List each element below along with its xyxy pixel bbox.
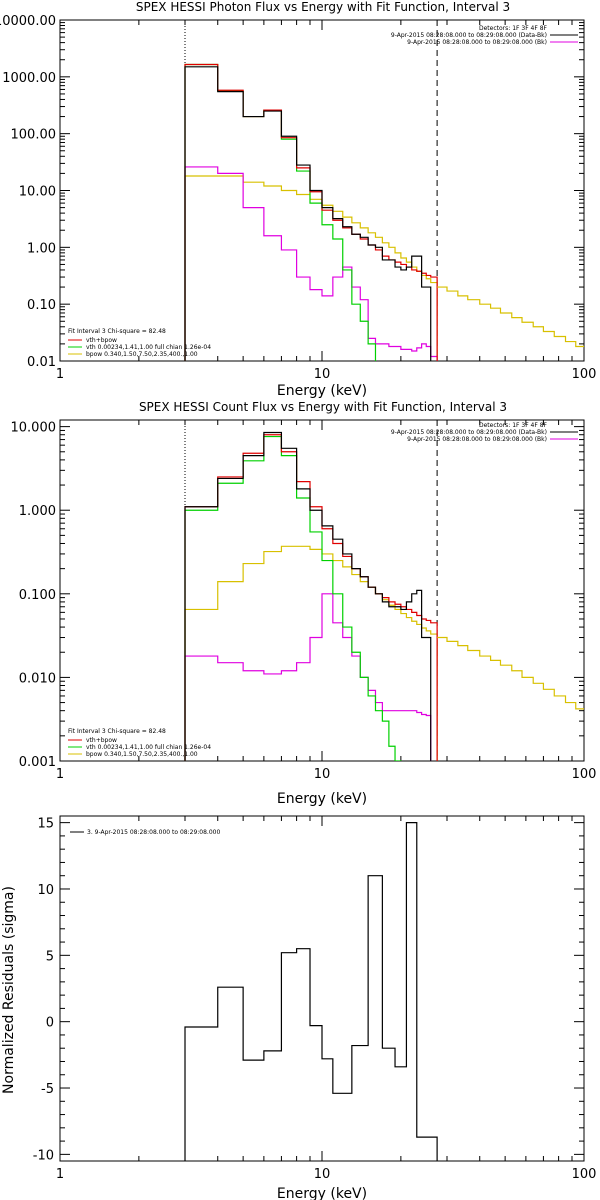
series-bpow-tail bbox=[437, 286, 584, 348]
x-tick-label: 1 bbox=[56, 367, 64, 382]
legend-bottom-left: Fit Interval 3 Chi-square = 82.48 vth+bp… bbox=[68, 328, 211, 358]
series-vth bbox=[184, 63, 438, 361]
legend-fit-total: vth+bpow bbox=[86, 737, 117, 744]
chart-title: SPEX HESSI Count Flux vs Energy with Fit… bbox=[139, 400, 507, 414]
legend-detectors: Detectors: 1F 3F 4F 8F bbox=[479, 25, 548, 32]
y-tick-label: 5 bbox=[46, 949, 54, 964]
legend-vth: vth 0.00234,1.41,1.00 full chian 1.26e-0… bbox=[86, 344, 211, 351]
count-flux-panel: SPEX HESSI Count Flux vs Energy with Fit… bbox=[11, 400, 597, 807]
series-bpow bbox=[184, 545, 438, 761]
series-bpow bbox=[184, 175, 438, 361]
series-background bbox=[184, 593, 438, 761]
y-tick-label: 100.00 bbox=[11, 128, 57, 143]
legend-bk: 9-Apr-2015 08:28:08.000 to 08:29:08.000 … bbox=[407, 39, 547, 46]
series-data bbox=[184, 431, 438, 761]
legend-data-bk: 9-Apr-2015 08:28:08.000 to 08:29:08.000 … bbox=[391, 32, 547, 39]
residuals-panel: 1 10 100 -10 -5 0 5 10 15 Energy (keV) Normalize… bbox=[1, 815, 597, 1200]
y-tick-label: 10 bbox=[37, 883, 54, 898]
plot-area bbox=[184, 822, 438, 1161]
x-axis-label: Energy (keV) bbox=[277, 791, 367, 807]
photon-flux-panel: SPEX HESSI Photon Flux vs Energy with Fi… bbox=[0, 0, 596, 399]
y-tick-label: 1.00 bbox=[27, 241, 56, 256]
x-axis-label: Energy (keV) bbox=[277, 383, 367, 399]
plot-frame bbox=[59, 815, 585, 1162]
y-tick-label: 15 bbox=[37, 817, 54, 832]
legend-vth: vth 0.00234,1.41,1.00 full chian 1.26e-0… bbox=[86, 744, 211, 751]
series-fit-total bbox=[184, 63, 438, 361]
legend-top-right: Detectors: 1F 3F 4F 8F 9-Apr-2015 08:28:… bbox=[391, 422, 578, 443]
series-bpow-tail bbox=[437, 636, 584, 710]
x-tick-label: 1 bbox=[56, 767, 64, 782]
legend-detectors: Detectors: 1F 3F 4F 8F bbox=[479, 422, 548, 429]
plot-area bbox=[184, 20, 584, 361]
x-tick-label: 10 bbox=[314, 367, 331, 382]
legend-fit-header: Fit Interval 3 Chi-square = 82.48 bbox=[68, 328, 166, 335]
series-vth bbox=[184, 435, 438, 761]
y-tick-label: 0.01 bbox=[27, 355, 56, 370]
x-axis-label: Energy (keV) bbox=[277, 1186, 367, 1200]
legend: 3. 9-Apr-2015 08:28:08.000 to 08:29:08.0… bbox=[70, 829, 220, 836]
legend-bpow: bpow 0.340,1.50,7.50,2.35,400.,1.00 bbox=[86, 751, 198, 758]
x-tick-label: 100 bbox=[572, 367, 597, 382]
y-tick-label: 0.010 bbox=[19, 671, 56, 686]
y-axis-label: Normalized Residuals (sigma) bbox=[1, 886, 17, 1094]
y-tick-label: 10.00 bbox=[19, 185, 56, 200]
y-tick-label: 0.100 bbox=[19, 588, 56, 603]
series-background bbox=[184, 166, 438, 361]
legend-bottom-left: Fit Interval 3 Chi-square = 82.48 vth+bp… bbox=[68, 728, 211, 758]
plot-frame bbox=[59, 419, 585, 762]
y-tick-label: 0 bbox=[46, 1016, 54, 1031]
legend-residuals: 3. 9-Apr-2015 08:28:08.000 to 08:29:08.0… bbox=[87, 829, 220, 836]
x-tick-label: 10 bbox=[314, 767, 331, 782]
x-tick-label: 100 bbox=[572, 1167, 597, 1182]
y-tick-label: -10 bbox=[33, 1148, 54, 1163]
y-tick-label: 1000.00 bbox=[2, 71, 56, 86]
legend-fit-header: Fit Interval 3 Chi-square = 82.48 bbox=[68, 728, 166, 735]
x-tick-label: 1 bbox=[56, 1167, 64, 1182]
series-data bbox=[184, 66, 438, 361]
series-residuals bbox=[184, 822, 438, 1161]
y-tick-label: 0.001 bbox=[19, 755, 56, 770]
legend-bk: 9-Apr-2015 08:28:08.000 to 08:29:08.000 … bbox=[407, 436, 547, 443]
legend-data-bk: 9-Apr-2015 08:28:08.000 to 08:29:08.000 … bbox=[391, 429, 547, 436]
y-tick-label: 10000.00 bbox=[0, 14, 56, 29]
y-tick-label: -5 bbox=[41, 1082, 54, 1097]
plot-area bbox=[184, 420, 584, 761]
x-tick-label: 100 bbox=[572, 767, 597, 782]
y-tick-label: 1.000 bbox=[19, 504, 56, 519]
y-tick-label: 10.000 bbox=[11, 421, 57, 436]
legend-bpow: bpow 0.340,1.50,7.50,2.35,400.,1.00 bbox=[86, 351, 198, 358]
x-tick-label: 10 bbox=[314, 1167, 331, 1182]
legend-top-right: Detectors: 1F 3F 4F 8F 9-Apr-2015 08:28:… bbox=[391, 25, 578, 46]
legend-fit-total: vth+bpow bbox=[86, 337, 117, 344]
y-tick-label: 0.10 bbox=[27, 298, 56, 313]
chart-title: SPEX HESSI Photon Flux vs Energy with Fi… bbox=[136, 0, 510, 14]
